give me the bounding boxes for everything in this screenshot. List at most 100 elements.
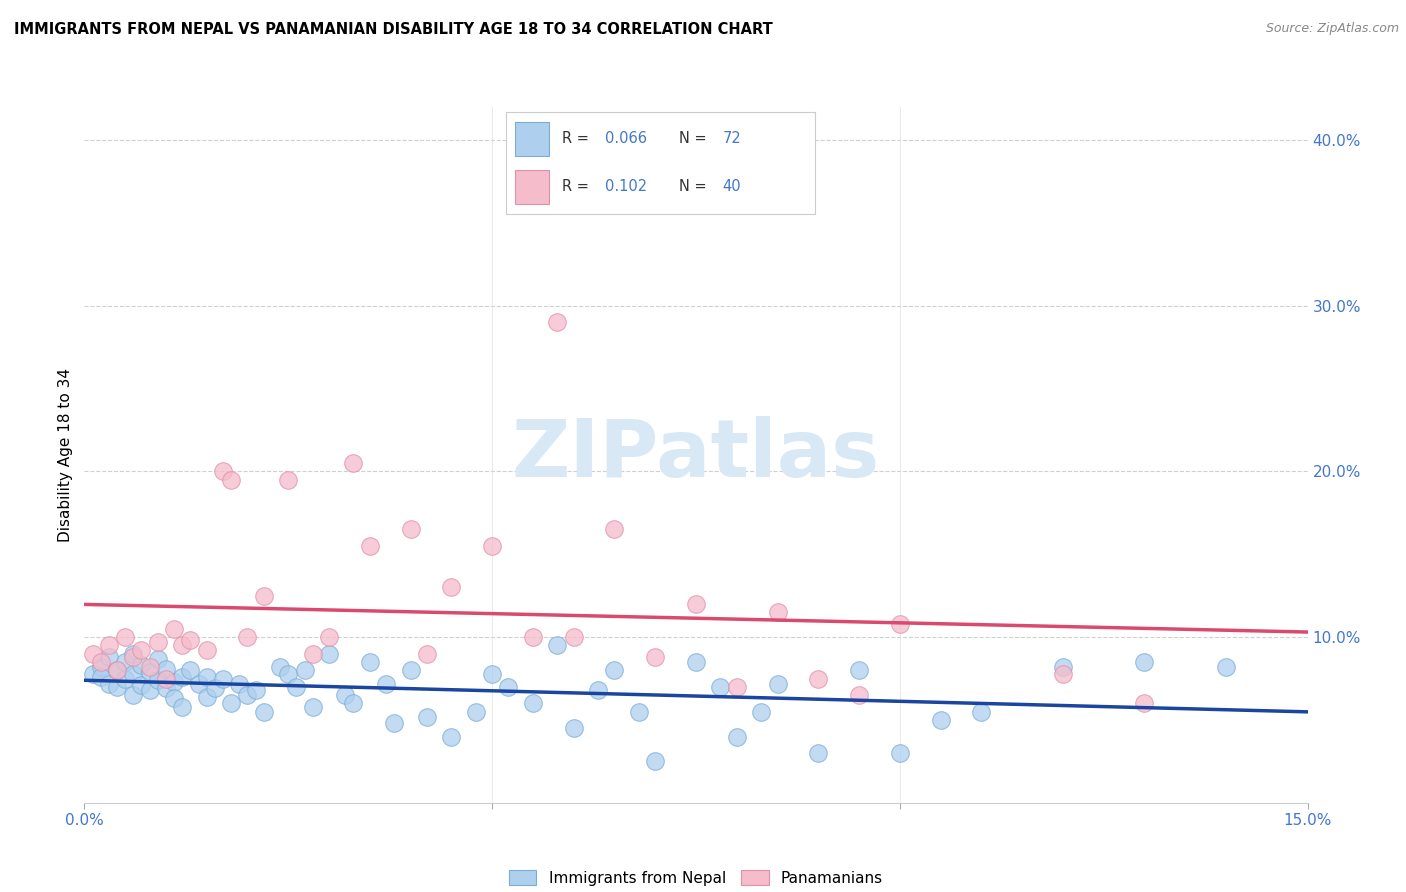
Point — [848, 688, 870, 702]
FancyBboxPatch shape — [516, 122, 550, 155]
Point — [219, 697, 242, 711]
Point — [163, 691, 186, 706]
Point — [228, 676, 250, 690]
Point — [172, 699, 194, 714]
Point — [586, 683, 609, 698]
Point — [342, 697, 364, 711]
Point — [204, 681, 226, 696]
Point — [122, 666, 145, 681]
Point — [807, 672, 830, 686]
Point — [627, 705, 650, 719]
Point — [382, 716, 405, 731]
Point — [603, 523, 626, 537]
Text: ZIPatlas: ZIPatlas — [512, 416, 880, 494]
Point — [187, 676, 209, 690]
Point — [179, 633, 201, 648]
Point — [122, 650, 145, 665]
Point — [301, 647, 323, 661]
Point — [114, 672, 136, 686]
Point — [97, 676, 120, 690]
Point — [236, 688, 259, 702]
Point — [929, 713, 952, 727]
Point — [146, 635, 169, 649]
Point — [644, 650, 666, 665]
Point — [725, 680, 748, 694]
Point — [546, 315, 568, 329]
Point — [522, 697, 544, 711]
Point — [122, 688, 145, 702]
Point — [179, 663, 201, 677]
Point — [766, 605, 789, 619]
Text: N =: N = — [679, 179, 711, 194]
Point — [138, 665, 160, 679]
Point — [685, 597, 707, 611]
Point — [399, 663, 422, 677]
Text: 0.066: 0.066 — [605, 131, 647, 146]
Point — [163, 674, 186, 689]
Point — [97, 650, 120, 665]
Point — [416, 709, 439, 723]
Point — [294, 663, 316, 677]
Point — [848, 663, 870, 677]
Point — [277, 473, 299, 487]
Point — [481, 539, 503, 553]
Point — [889, 616, 911, 631]
Point — [709, 680, 731, 694]
Point — [236, 630, 259, 644]
Point — [1052, 660, 1074, 674]
Text: Source: ZipAtlas.com: Source: ZipAtlas.com — [1265, 22, 1399, 36]
Point — [269, 660, 291, 674]
Point — [82, 666, 104, 681]
Point — [562, 630, 585, 644]
Text: 0.102: 0.102 — [605, 179, 647, 194]
Point — [172, 670, 194, 684]
Point — [359, 539, 381, 553]
Point — [644, 755, 666, 769]
Text: N =: N = — [679, 131, 711, 146]
Point — [440, 581, 463, 595]
Point — [97, 639, 120, 653]
Point — [138, 660, 160, 674]
Point — [131, 643, 153, 657]
Point — [685, 655, 707, 669]
Point — [359, 655, 381, 669]
Point — [1215, 660, 1237, 674]
Point — [131, 678, 153, 692]
Point — [318, 647, 340, 661]
Point — [1052, 666, 1074, 681]
Point — [146, 673, 169, 688]
Point — [498, 680, 520, 694]
Point — [522, 630, 544, 644]
Point — [195, 690, 218, 704]
Point — [131, 658, 153, 673]
Point — [970, 705, 993, 719]
Point — [245, 683, 267, 698]
Point — [749, 705, 772, 719]
Point — [725, 730, 748, 744]
Point — [464, 705, 486, 719]
Legend: Immigrants from Nepal, Panamanians: Immigrants from Nepal, Panamanians — [509, 870, 883, 886]
Text: IMMIGRANTS FROM NEPAL VS PANAMANIAN DISABILITY AGE 18 TO 34 CORRELATION CHART: IMMIGRANTS FROM NEPAL VS PANAMANIAN DISA… — [14, 22, 773, 37]
Point — [603, 663, 626, 677]
Point — [301, 699, 323, 714]
Point — [146, 651, 169, 665]
Point — [195, 643, 218, 657]
Point — [253, 705, 276, 719]
Point — [375, 676, 398, 690]
Point — [105, 663, 128, 677]
Text: 40: 40 — [723, 179, 741, 194]
Point — [285, 680, 308, 694]
FancyBboxPatch shape — [516, 170, 550, 204]
Point — [807, 746, 830, 760]
Point — [105, 680, 128, 694]
Text: 72: 72 — [723, 131, 741, 146]
Text: R =: R = — [562, 179, 593, 194]
Point — [155, 672, 177, 686]
Point — [212, 465, 235, 479]
Point — [342, 456, 364, 470]
Point — [122, 647, 145, 661]
Point — [889, 746, 911, 760]
Point — [399, 523, 422, 537]
Point — [1133, 697, 1156, 711]
Point — [766, 676, 789, 690]
